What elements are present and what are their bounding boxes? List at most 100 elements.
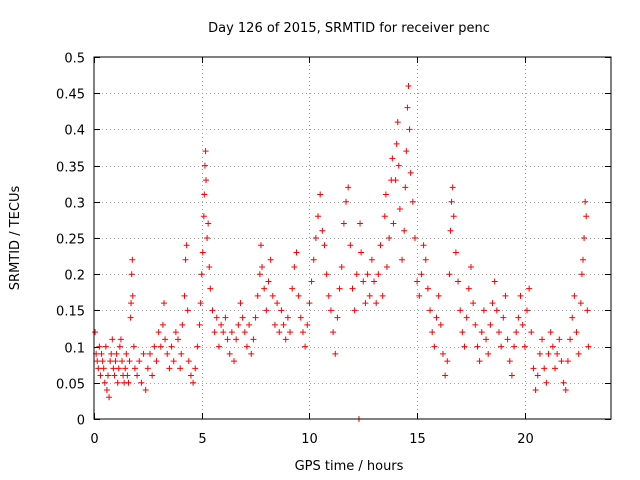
data-point [321,242,328,249]
data-point [513,329,520,336]
data-point [168,343,175,350]
data-point [113,350,120,357]
data-point [109,336,116,343]
data-point [472,321,479,328]
data-point [317,191,324,198]
y-tick-label: 0.2 [64,269,85,284]
data-point [103,387,110,394]
data-point [136,358,143,365]
data-point [330,329,337,336]
data-point [96,343,103,350]
data-point [220,329,227,336]
data-point [539,336,546,343]
data-point [389,155,396,162]
data-point [502,292,509,299]
data-point [213,314,220,321]
data-point [406,126,413,133]
data-point [278,307,285,314]
data-point [187,372,194,379]
data-point [500,314,507,321]
data-point [442,372,449,379]
data-point [375,271,382,278]
axis-ticks: 0 0.05 0.1 0.15 0.2 0.25 0.3 0.35 0.4 0.45 0.5 0 5 10… [56,52,611,447]
data-point [315,213,322,220]
data-point [345,184,352,191]
data-point [515,314,522,321]
data-point [271,321,278,328]
data-point [487,321,494,328]
chart-title: Day 126 of 2015, SRMTID for receiver pen… [208,21,490,36]
data-point [261,285,268,292]
data-point [218,321,225,328]
data-point [184,307,191,314]
data-point [207,285,214,292]
data-point [144,365,151,372]
data-point [123,350,130,357]
grid-lines [94,57,611,419]
data-point [373,300,380,307]
data-point [254,292,261,299]
data-point [392,177,399,184]
data-point [117,336,124,343]
data-point [269,292,276,299]
data-point [111,372,118,379]
data-point [504,336,511,343]
data-point [433,314,440,321]
data-point [297,314,304,321]
data-point [211,329,218,336]
data-point [138,379,145,386]
data-point [585,343,592,350]
data-point [282,336,289,343]
data-point [140,350,147,357]
data-point [304,321,311,328]
data-point [178,350,185,357]
data-point [483,336,490,343]
data-point [379,292,386,299]
data-point [377,242,384,249]
data-point [411,235,418,241]
data-point [547,329,554,336]
data-point [192,365,199,372]
data-point [119,358,126,365]
data-point [364,271,371,278]
data-point [289,285,296,292]
data-point [449,184,456,191]
data-point [129,292,136,299]
data-point [107,358,114,365]
data-point [149,372,156,379]
data-point [523,307,530,314]
data-point [237,300,244,307]
data-point [128,271,135,278]
data-point [259,263,266,270]
data-point [353,271,360,278]
data-point [489,300,496,307]
data-point [323,271,330,278]
data-point [197,300,204,307]
data-point [343,198,350,205]
data-point [202,148,209,155]
data-point [435,292,442,299]
data-point [239,314,246,321]
data-point [263,307,270,314]
data-point [196,321,203,328]
data-point [498,343,505,350]
data-point [358,249,365,256]
data-point [241,329,248,336]
data-point [198,271,205,278]
data-point [491,278,498,285]
data-point [519,321,526,328]
data-point [495,329,502,336]
data-point [319,227,326,234]
data-point [98,350,105,357]
data-point [338,263,345,270]
y-tick-label: 0.1 [64,342,85,357]
data-point [447,227,454,234]
y-tick-label: 0.45 [56,88,85,103]
data-point [401,227,408,234]
data-point [157,343,164,350]
data-point [402,184,409,191]
data-point [97,372,104,379]
data-point [334,314,341,321]
data-point [246,321,253,328]
